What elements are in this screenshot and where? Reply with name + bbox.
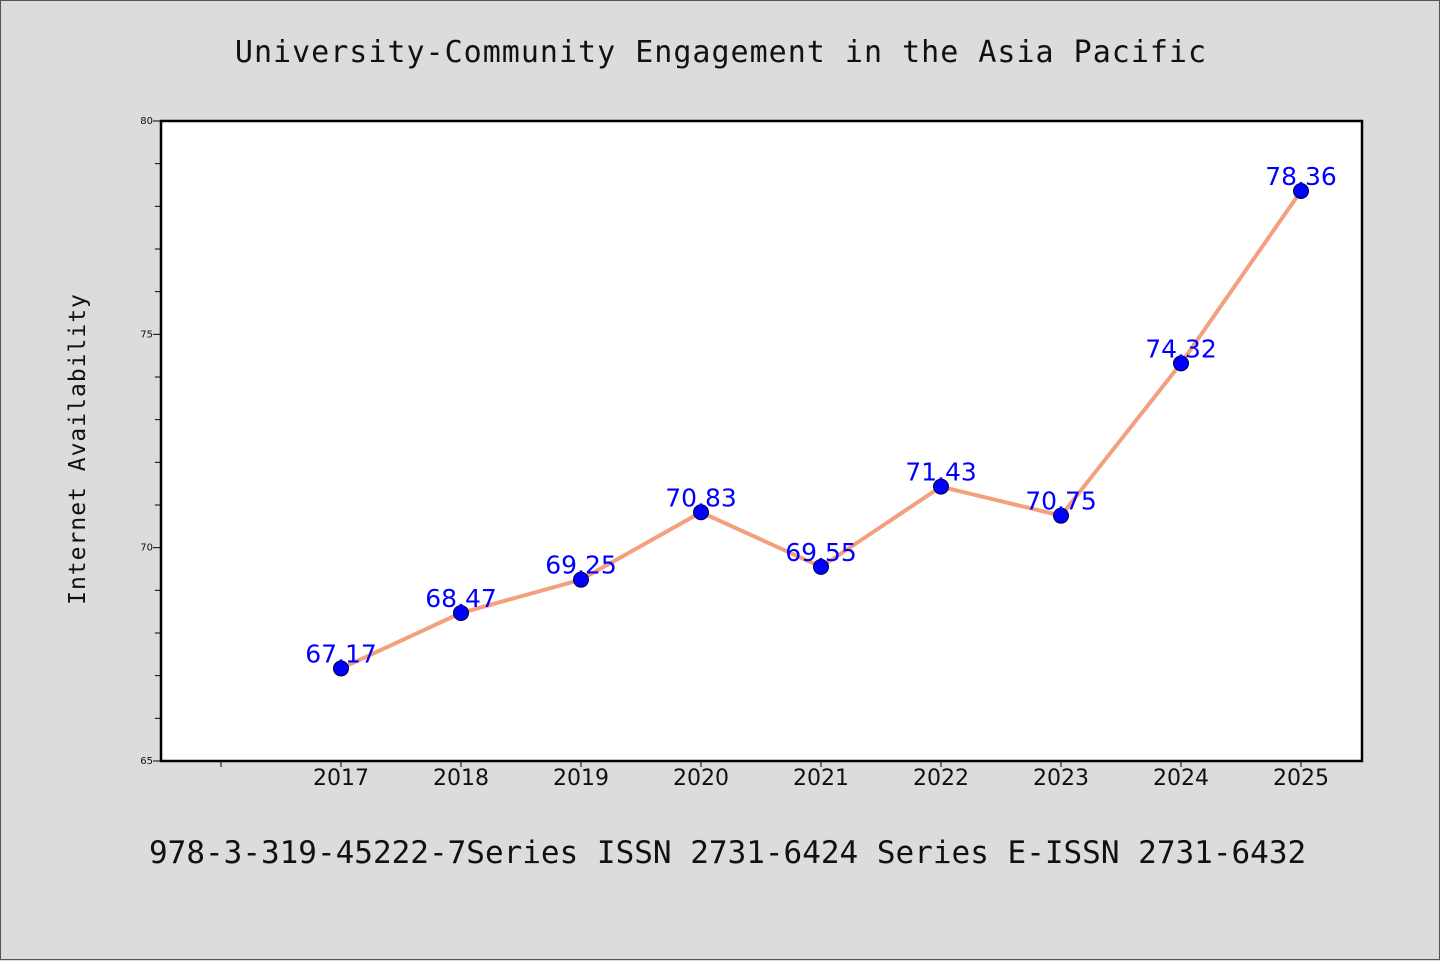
- data-point: [933, 478, 949, 495]
- x-tick-label: 2023: [1033, 766, 1089, 791]
- chart-title: University-Community Engagement in the A…: [234, 35, 1208, 70]
- data-label: 68.47: [425, 584, 497, 613]
- data-point: [693, 504, 709, 521]
- footer-isbn-text: 978-3-319-45222-7Series ISSN 2731-6424 S…: [149, 835, 1307, 871]
- data-label: 69.55: [785, 538, 857, 567]
- x-tick-label: 2019: [553, 766, 609, 791]
- y-tick-label: 70: [140, 543, 153, 554]
- data-label: 74.32: [1145, 334, 1217, 363]
- y-tick-label: 80: [140, 116, 153, 127]
- x-tick-label: 2017: [313, 766, 369, 791]
- data-label: 70.75: [1025, 487, 1097, 516]
- data-label: 70.83: [665, 483, 737, 512]
- x-tick-label: 2021: [793, 766, 849, 791]
- y-tick-label: 65: [140, 756, 153, 767]
- data-label: 78.36: [1265, 162, 1337, 191]
- x-tick-label: 2020: [673, 766, 729, 791]
- data-label: 69.25: [545, 551, 617, 580]
- data-point: [1173, 355, 1189, 372]
- data-label: 67.17: [305, 639, 377, 668]
- plot-area: [159, 119, 1364, 763]
- x-tick-label: 2024: [1153, 766, 1209, 791]
- data-point: [813, 558, 829, 575]
- data-point: [453, 604, 469, 621]
- data-point: [1053, 507, 1069, 524]
- data-point: [573, 571, 589, 588]
- data-label: 71.43: [905, 458, 977, 487]
- y-axis-label: Internet Availability: [65, 293, 91, 605]
- x-tick-label: 2018: [433, 766, 489, 791]
- data-point: [333, 660, 349, 677]
- data-point: [1293, 182, 1309, 199]
- x-tick-label: 2022: [913, 766, 969, 791]
- y-tick-label: 75: [140, 329, 153, 340]
- x-tick-label: 2025: [1273, 766, 1329, 791]
